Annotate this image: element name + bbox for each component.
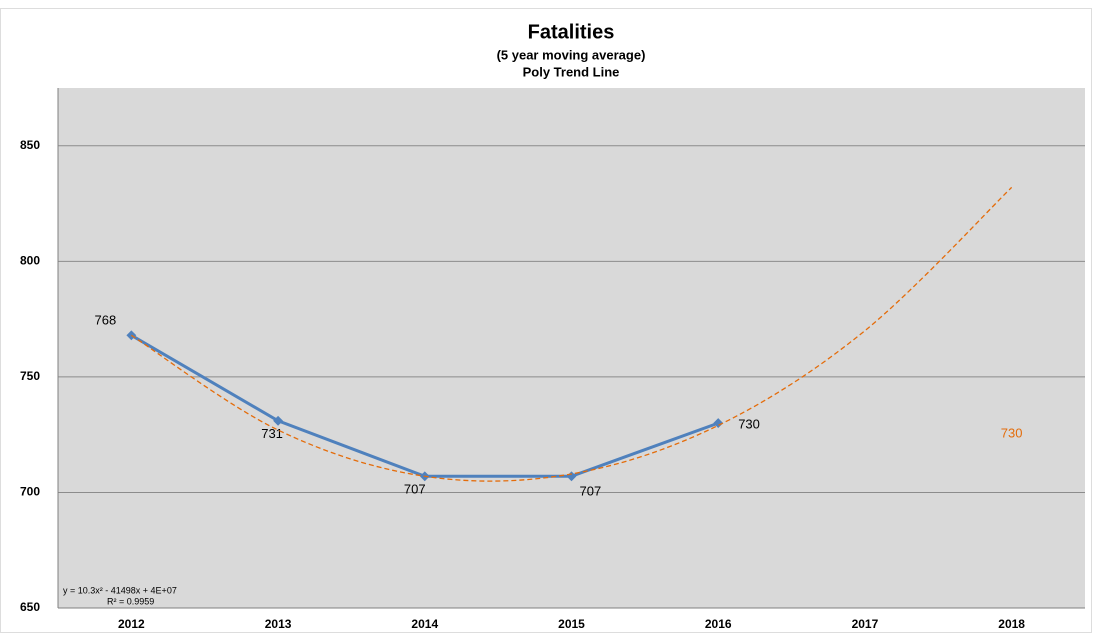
y-tick-label: 850: [20, 138, 40, 152]
data-label: 707: [580, 484, 602, 499]
data-point: [273, 415, 284, 426]
x-tick-label: 2017: [852, 617, 879, 631]
data-label: 731: [261, 426, 283, 441]
x-tick-label: 2012: [118, 617, 145, 631]
chart-subtitle: (5 year moving average): [497, 47, 646, 62]
x-tick-label: 2015: [558, 617, 585, 631]
trend-line: [131, 186, 1013, 482]
x-tick-label: 2016: [705, 617, 732, 631]
y-tick-label: 650: [20, 600, 40, 614]
x-tick-label: 2014: [411, 617, 438, 631]
data-label: 768: [95, 313, 117, 328]
y-tick-label: 800: [20, 254, 40, 268]
y-tick-label: 750: [20, 369, 40, 383]
data-label: 730: [738, 417, 760, 432]
annotation: 730: [1001, 425, 1023, 440]
trend-r-squared: R² = 0.9959: [107, 596, 154, 606]
x-tick-label: 2013: [265, 617, 292, 631]
plot-area: [58, 88, 1085, 608]
y-tick-label: 700: [20, 485, 40, 499]
x-tick-label: 2018: [998, 617, 1025, 631]
chart-subtitle: Poly Trend Line: [523, 64, 620, 79]
data-label: 707: [404, 482, 426, 497]
chart-title: Fatalities: [528, 21, 615, 43]
data-point: [713, 418, 724, 429]
trend-equation: y = 10.3x² - 41498x + 4E+07: [63, 585, 177, 595]
